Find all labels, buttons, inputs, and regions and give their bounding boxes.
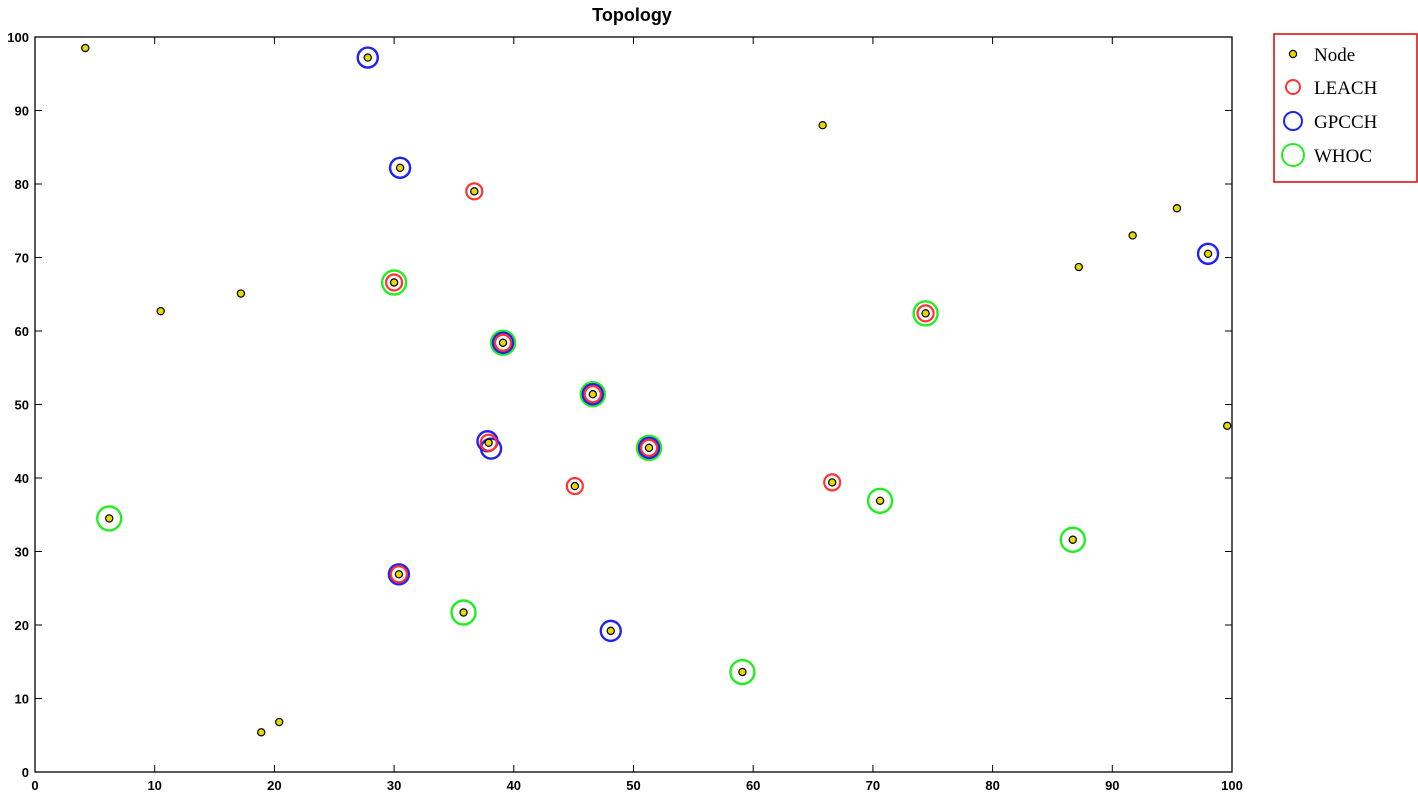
node-point (81, 43, 90, 53)
plot-area (34, 36, 1233, 773)
node-point (274, 717, 284, 727)
y-tick-label: 50 (15, 398, 29, 413)
gpcch-marker (637, 436, 661, 460)
y-tick-label: 90 (15, 104, 29, 119)
node-point (828, 478, 837, 487)
node-point (606, 626, 615, 636)
plot-frame (34, 36, 1233, 773)
x-tick-label: 0 (31, 778, 38, 793)
node-point (1068, 535, 1077, 544)
x-tick-label: 90 (1105, 778, 1119, 793)
x-tick-label: 60 (746, 778, 760, 793)
axis-ticks: 0 10 20 30 40 50 60 70 80 90 100 0 10 20 30 40 50 60 70 80 9… (7, 30, 1243, 793)
y-tick-label: 0 (22, 765, 29, 780)
x-tick-label: 80 (985, 778, 999, 793)
node-point (818, 120, 827, 130)
whoc-marker (96, 505, 123, 532)
node-point (470, 187, 479, 196)
node-point (738, 667, 747, 677)
y-tick-label: 70 (15, 251, 29, 266)
gpcch-marker (599, 619, 622, 643)
data-marks (81, 43, 1232, 737)
chart-title: Topology (592, 5, 672, 25)
gpcch-marker (356, 46, 379, 69)
legend-whoc-swatch (1281, 143, 1305, 167)
y-tick-label: 100 (7, 30, 29, 45)
whoc-marker (635, 434, 663, 462)
whoc-marker (579, 381, 607, 408)
node-point (236, 289, 246, 298)
node-point (394, 570, 404, 579)
node-point (875, 496, 885, 505)
node-point (105, 514, 114, 523)
node-point (921, 309, 930, 318)
legend-leach-swatch (1285, 79, 1301, 95)
node-point (498, 338, 508, 347)
whoc-marker (450, 599, 477, 626)
gpcch-marker (388, 156, 412, 180)
node-point (1128, 231, 1137, 240)
gpcch-marker (581, 383, 605, 406)
gpcch-marker (479, 437, 503, 460)
whoc-marker (866, 487, 894, 514)
leach-marker (385, 273, 404, 292)
legend-node-swatch (1288, 49, 1298, 59)
node-point (1223, 421, 1232, 431)
node-point (363, 53, 372, 62)
x-tick-label: 20 (267, 778, 281, 793)
gpcch-marker (387, 563, 411, 586)
x-tick-label: 10 (147, 778, 161, 793)
node-point (459, 608, 468, 617)
leach-marker (479, 433, 498, 452)
legend-whoc-label: WHOC (1314, 146, 1372, 167)
y-tick-label: 80 (15, 177, 29, 192)
whoc-marker (1059, 526, 1086, 553)
legend: Node LEACH GPCCH WHOC (1273, 33, 1418, 183)
node-point (1172, 204, 1182, 213)
x-tick-label: 50 (626, 778, 640, 793)
node-point (644, 443, 654, 453)
leach-marker (493, 333, 513, 352)
node-point (156, 306, 165, 316)
y-tick-label: 60 (15, 324, 29, 339)
leach-marker (389, 565, 408, 584)
legend-gpcch-label: GPCCH (1314, 112, 1378, 133)
whoc-marker (489, 329, 517, 356)
x-tick-label: 70 (866, 778, 880, 793)
leach-marker (823, 473, 842, 492)
gpcch-marker (1196, 242, 1220, 266)
legend-gpcch-swatch (1283, 111, 1303, 131)
leach-marker (465, 182, 484, 201)
x-tick-label: 40 (507, 778, 521, 793)
node-point (484, 438, 493, 447)
node-point (395, 163, 405, 173)
leach-marker (916, 304, 935, 323)
legend-node-label: Node (1314, 45, 1355, 66)
node-point (588, 390, 598, 399)
node-point (389, 278, 399, 287)
whoc-marker (729, 658, 756, 686)
x-tick-label: 30 (387, 778, 401, 793)
x-tick-label: 100 (1221, 778, 1243, 793)
y-tick-label: 20 (15, 618, 29, 633)
whoc-marker (380, 269, 408, 296)
legend-leach-label: LEACH (1314, 78, 1378, 99)
node-point (1203, 249, 1213, 259)
leach-marker (565, 476, 584, 496)
legend-box (1273, 33, 1418, 183)
y-tick-label: 40 (15, 471, 29, 486)
gpcch-marker (491, 331, 515, 354)
whoc-marker (912, 300, 939, 327)
node-point (1074, 262, 1083, 272)
node-point (257, 728, 266, 737)
y-tick-label: 30 (15, 545, 29, 560)
leach-marker (583, 385, 602, 404)
y-tick-label: 10 (15, 692, 29, 707)
node-point (570, 481, 580, 491)
leach-marker (639, 438, 659, 457)
